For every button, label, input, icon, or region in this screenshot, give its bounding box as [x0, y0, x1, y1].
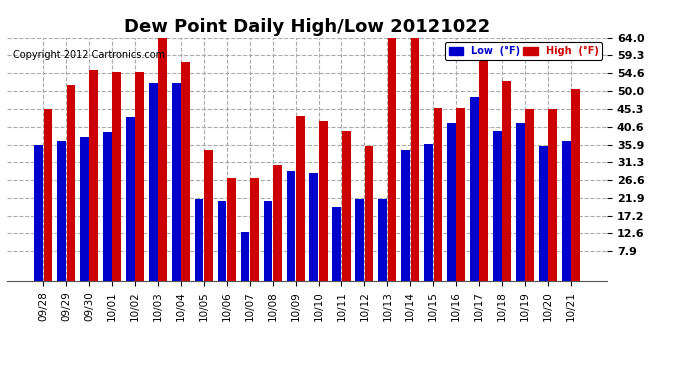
- Bar: [126, 117, 135, 281]
- Bar: [286, 171, 295, 281]
- Bar: [66, 85, 75, 281]
- Bar: [424, 144, 433, 281]
- Bar: [250, 178, 259, 281]
- Bar: [480, 55, 488, 281]
- Bar: [562, 141, 571, 281]
- Bar: [149, 83, 157, 281]
- Bar: [195, 200, 204, 281]
- Bar: [227, 178, 236, 281]
- Bar: [112, 72, 121, 281]
- Bar: [502, 81, 511, 281]
- Bar: [365, 146, 373, 281]
- Bar: [90, 70, 98, 281]
- Bar: [342, 131, 351, 281]
- Bar: [273, 165, 282, 281]
- Bar: [355, 200, 364, 281]
- Bar: [135, 72, 144, 281]
- Bar: [296, 116, 305, 281]
- Bar: [539, 146, 548, 281]
- Bar: [80, 136, 89, 281]
- Text: Copyright 2012 Cartronics.com: Copyright 2012 Cartronics.com: [13, 50, 165, 60]
- Bar: [411, 36, 420, 281]
- Bar: [388, 38, 396, 281]
- Bar: [378, 200, 387, 281]
- Bar: [158, 38, 167, 281]
- Bar: [57, 141, 66, 281]
- Bar: [218, 201, 226, 281]
- Bar: [549, 109, 557, 281]
- Bar: [103, 132, 112, 281]
- Bar: [571, 89, 580, 281]
- Bar: [525, 109, 534, 281]
- Bar: [319, 121, 328, 281]
- Bar: [457, 108, 465, 281]
- Legend: Low  (°F), High  (°F): Low (°F), High (°F): [445, 42, 602, 60]
- Bar: [401, 150, 410, 281]
- Bar: [264, 201, 273, 281]
- Bar: [433, 108, 442, 281]
- Bar: [309, 173, 318, 281]
- Bar: [447, 123, 456, 281]
- Bar: [333, 207, 341, 281]
- Bar: [172, 83, 181, 281]
- Bar: [204, 150, 213, 281]
- Bar: [43, 109, 52, 281]
- Bar: [241, 232, 249, 281]
- Title: Dew Point Daily High/Low 20121022: Dew Point Daily High/Low 20121022: [124, 18, 490, 36]
- Bar: [181, 62, 190, 281]
- Bar: [34, 144, 43, 281]
- Bar: [493, 131, 502, 281]
- Bar: [516, 123, 524, 281]
- Bar: [470, 96, 479, 281]
